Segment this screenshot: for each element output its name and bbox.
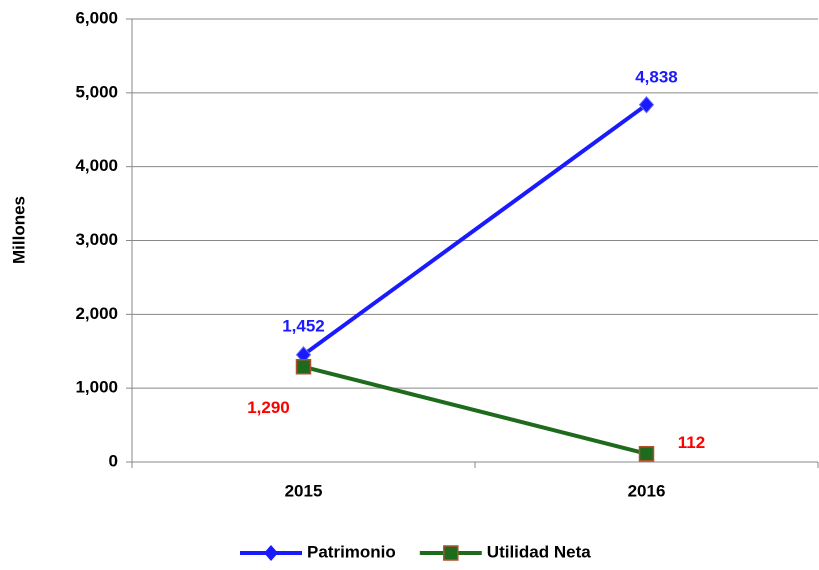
y-tick-label: 1,000 (75, 378, 118, 397)
legend-marker (264, 545, 278, 561)
marker (638, 96, 655, 114)
data-label: 1,290 (247, 398, 290, 417)
data-label: 112 (678, 433, 705, 452)
x-tick-label: 2016 (628, 481, 666, 500)
marker (295, 359, 312, 375)
legend-label: Utilidad Neta (487, 542, 591, 561)
y-tick-label: 0 (109, 451, 118, 470)
y-tick-label: 5,000 (75, 82, 118, 101)
series-line (303, 364, 647, 456)
data-label: 4,838 (635, 67, 678, 86)
data-label: 1,452 (282, 316, 325, 335)
y-tick-label: 6,000 (75, 8, 118, 27)
y-axis-label: Millones (9, 196, 28, 264)
y-tick-label: 4,000 (75, 156, 118, 175)
series-line (302, 103, 648, 357)
legend-label: Patrimonio (307, 542, 396, 561)
y-tick-label: 3,000 (75, 230, 118, 249)
legend-marker (443, 545, 459, 561)
marker (638, 445, 655, 462)
x-tick-label: 2015 (285, 481, 323, 500)
y-tick-label: 2,000 (75, 304, 118, 323)
